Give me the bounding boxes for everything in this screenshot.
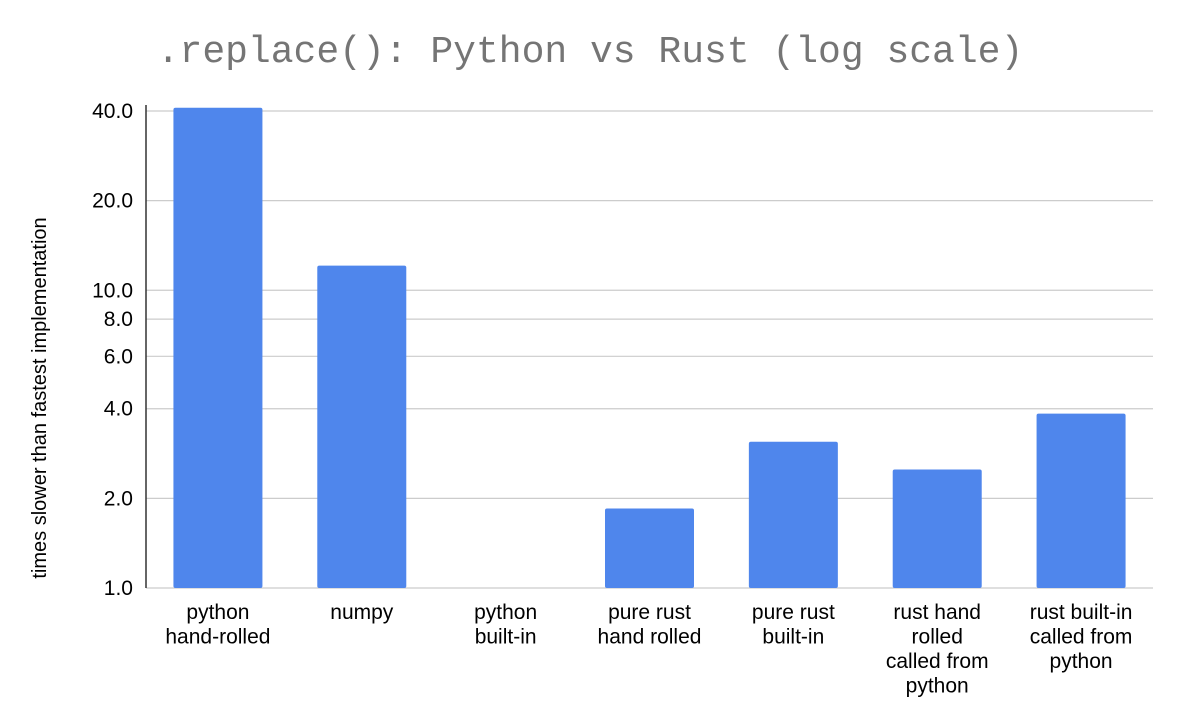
x-category-label-line: python xyxy=(474,601,537,624)
x-category-label-line: rust built-in xyxy=(1030,601,1133,624)
y-tick-label: 40.0 xyxy=(92,100,133,123)
x-category-label-line: python xyxy=(1050,650,1113,673)
y-tick-label: 1.0 xyxy=(104,577,133,600)
bar xyxy=(173,107,263,588)
x-category-label: python built-in xyxy=(474,601,537,649)
y-tick-label: 20.0 xyxy=(92,190,133,213)
y-tick-label: 10.0 xyxy=(92,279,133,302)
x-category-label-line: rolled xyxy=(912,626,963,649)
x-category-label: python hand-rolled xyxy=(165,601,270,649)
y-tick-label: 2.0 xyxy=(104,487,133,510)
chart-title: .replace(): Python vs Rust (log scale) xyxy=(157,31,1024,74)
x-category-label: rust hand rolled called from python xyxy=(886,601,989,698)
x-category-label-line: built-in xyxy=(475,626,537,649)
bar xyxy=(1036,413,1126,588)
bars xyxy=(173,107,1126,588)
bar xyxy=(317,265,407,588)
x-category-label-line: called from xyxy=(1030,626,1133,649)
x-category-label-line: rust hand xyxy=(893,601,981,624)
x-category-label-line: built-in xyxy=(762,626,824,649)
y-tick-label: 6.0 xyxy=(104,345,133,368)
x-category-label: pure rust hand rolled xyxy=(598,601,702,649)
x-category-label: rust built-in called from python xyxy=(1030,601,1133,673)
x-category-label-line: python xyxy=(186,601,249,624)
bar xyxy=(892,469,982,588)
bar xyxy=(748,441,838,588)
x-category-label-line: called from xyxy=(886,650,989,673)
x-category-label-line: pure rust xyxy=(608,601,691,624)
x-category-label-line: python xyxy=(906,675,969,698)
y-tick-label: 4.0 xyxy=(104,398,133,421)
x-category-label-line: pure rust xyxy=(752,601,835,624)
x-category-label: pure rust built-in xyxy=(752,601,835,649)
x-category-label: numpy xyxy=(330,601,394,624)
x-category-label-line: hand rolled xyxy=(598,626,702,649)
bar xyxy=(605,508,694,588)
x-category-label-line: hand-rolled xyxy=(165,626,270,649)
y-axis-label: times slower than fastest implementation xyxy=(29,217,51,578)
gridlines xyxy=(146,110,1153,589)
y-tick-label: 8.0 xyxy=(104,308,133,331)
y-axis-ticks: 1.0 2.0 4.0 6.0 8.0 10.0 20.0 40.0 xyxy=(92,100,133,600)
x-category-label-line: numpy xyxy=(330,601,394,624)
